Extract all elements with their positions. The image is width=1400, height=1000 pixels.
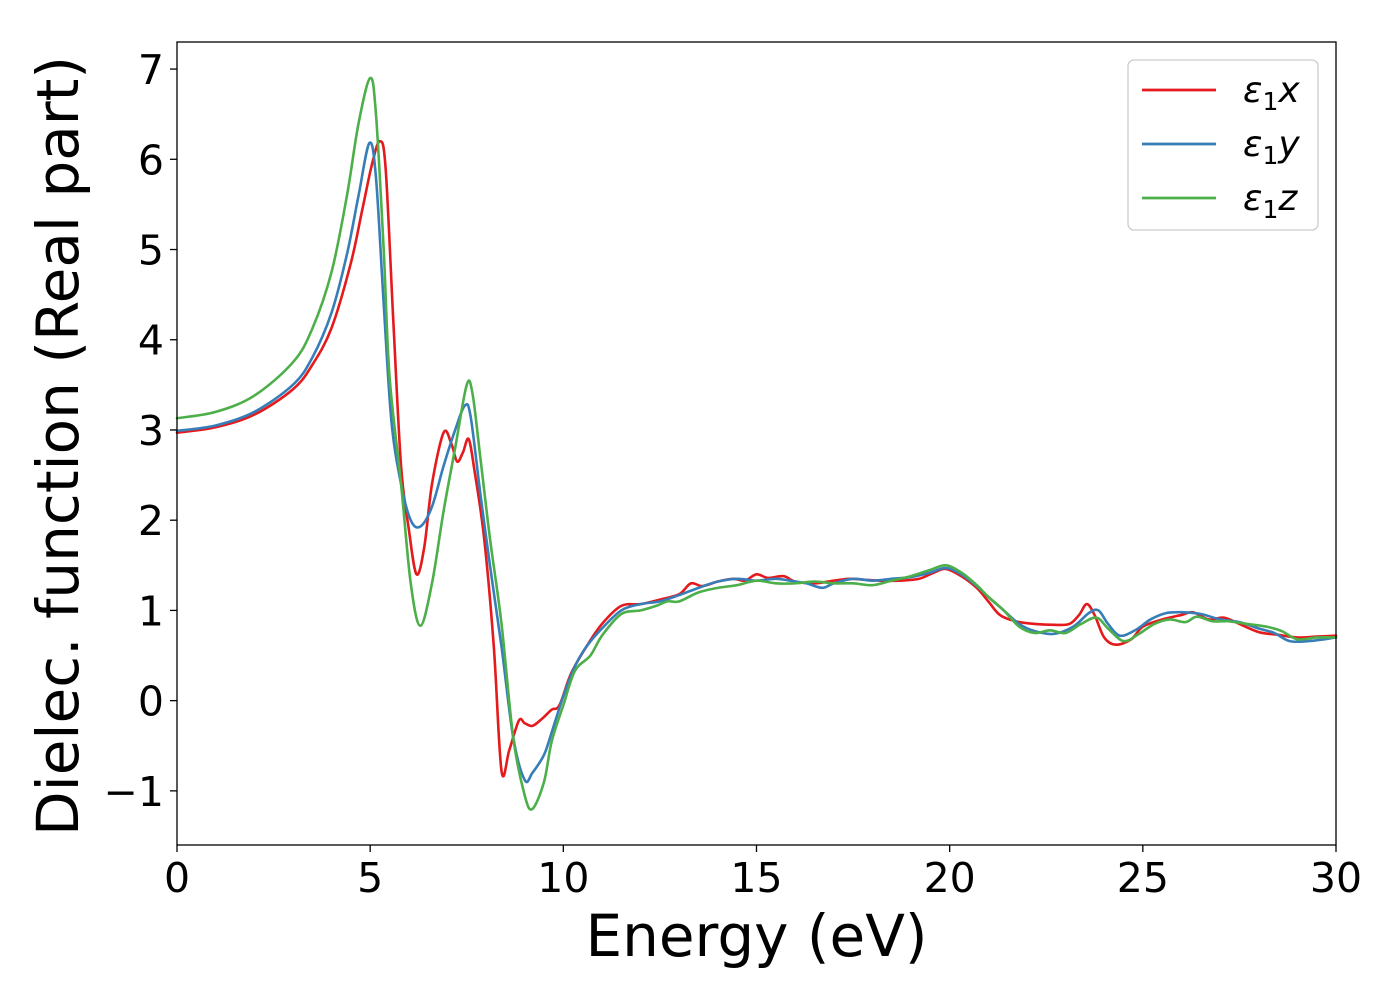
- x-tick-label: 25: [1117, 854, 1169, 902]
- x-axis-label: Energy (eV): [585, 902, 927, 970]
- y-tick-label: 4: [138, 317, 164, 365]
- y-tick-label: −1: [104, 768, 164, 816]
- legend-label-1: ε1x: [1243, 70, 1300, 116]
- x-tick-label: 5: [357, 854, 383, 902]
- legend-box: [1127, 59, 1319, 231]
- y-tick-label: 0: [138, 678, 164, 726]
- series-layer: [175, 76, 1338, 811]
- legend-label-3: ε1z: [1243, 178, 1298, 224]
- x-tick-label: 0: [164, 854, 190, 902]
- y-tick-label: 2: [138, 497, 164, 545]
- y-tick-label: 7: [138, 46, 164, 94]
- y-axis-label: Dielec. function (Real part): [24, 56, 92, 836]
- series-line-1: [175, 139, 1338, 778]
- legend: ε1x ε1y ε1z: [1127, 59, 1319, 231]
- x-tick-label: 20: [924, 854, 976, 902]
- series-line-3: [175, 76, 1338, 811]
- legend-label-2: ε1y: [1243, 124, 1300, 170]
- x-tick-label: 15: [730, 854, 782, 902]
- x-tick-label: 30: [1310, 854, 1362, 902]
- y-tick-label: 5: [138, 227, 164, 275]
- x-tick-label: 10: [537, 854, 589, 902]
- y-tick-label: 6: [138, 136, 164, 184]
- y-tick-label: 3: [138, 407, 164, 455]
- y-tick-label: 1: [138, 587, 164, 635]
